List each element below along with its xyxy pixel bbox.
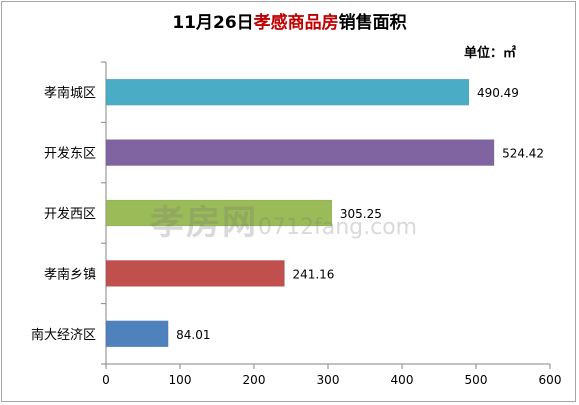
data-label: 305.25	[340, 207, 382, 221]
x-tick-label: 200	[243, 373, 266, 387]
title-date: 11月26日	[172, 13, 254, 33]
x-tick-label: 300	[317, 373, 340, 387]
bar-3	[105, 199, 333, 227]
data-label: 241.16	[292, 267, 334, 281]
title-highlight: 孝感商品房	[253, 13, 339, 33]
x-tick-label: 600	[539, 373, 562, 387]
category-label: 孝南乡镇	[44, 266, 96, 282]
x-tick-label: 100	[169, 373, 192, 387]
title-suffix: 销售面积	[338, 13, 407, 33]
data-label: 84.01	[176, 328, 210, 342]
category-label: 开发东区	[44, 146, 96, 162]
x-tick-label: 500	[465, 373, 488, 387]
bar-4	[105, 260, 285, 287]
unit-label: 单位：㎡	[464, 46, 517, 61]
category-label: 南大经济区	[31, 327, 96, 343]
bar-1	[105, 78, 470, 106]
data-label: 490.49	[477, 86, 519, 100]
x-tick-label: 0	[102, 373, 110, 387]
category-label: 孝南城区	[44, 85, 96, 101]
x-tick-label: 400	[391, 373, 414, 387]
category-label: 开发西区	[44, 206, 96, 222]
bar-5	[105, 320, 169, 348]
data-label: 524.42	[502, 147, 544, 161]
bar-2	[105, 139, 495, 166]
chart-title: 11月26日孝感商品房销售面积	[0, 8, 579, 33]
